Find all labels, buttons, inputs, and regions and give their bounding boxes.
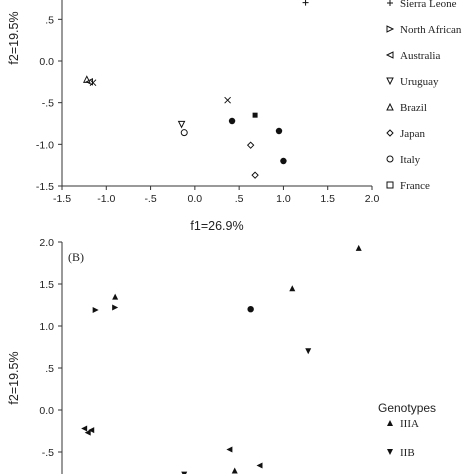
panel-a-legend-marker — [386, 102, 394, 111]
panel-a-point — [177, 120, 186, 129]
panel-a-y-tick-label: -1.0 — [36, 139, 54, 151]
panel-a-x-tick-label: -1.0 — [97, 193, 115, 205]
panel-a-legend-label: Brazil — [400, 102, 427, 114]
panel-a-legend-item: Australia — [385, 50, 440, 62]
panel-a-legend-marker — [386, 129, 394, 137]
panel-b-y-tick-label: .5 — [45, 363, 54, 375]
panel-b-y-tick-label: 1.5 — [39, 279, 54, 291]
panel-a-legend-marker — [385, 51, 394, 59]
panel-b-y-tick-label: 2.0 — [39, 237, 54, 249]
panel-b-point — [92, 307, 99, 314]
panel-a-legend-label: Uruguay — [400, 76, 439, 88]
panel-a-x-tick-label: 0.0 — [188, 193, 203, 205]
panel-a-y-tick-label: -.5 — [42, 98, 54, 110]
panel-a-legend-item: Japan — [386, 128, 426, 140]
panel-a-x-axis-title: f1=26.9% — [190, 219, 243, 233]
panel-a-legend-marker — [386, 155, 394, 163]
panel-a-points — [82, 0, 309, 179]
panel-b-point — [81, 425, 88, 432]
panel-b-legend-label: IIB — [400, 447, 415, 459]
panel-b-point — [289, 285, 296, 292]
panel-b-point — [256, 462, 263, 469]
panel-b-legend: IIIA IIB — [387, 418, 419, 459]
panel-b-point — [84, 429, 91, 436]
panel-b-points — [81, 244, 362, 474]
panel-a-y-tick-label: 0.0 — [39, 56, 54, 68]
panel-a-legend-item: France — [386, 180, 430, 192]
panel-b-point — [226, 446, 233, 453]
panel-a-point — [302, 0, 309, 6]
panel-a-legend-label: France — [400, 180, 430, 192]
panel-b-point — [355, 244, 362, 251]
panel-b-y-tick-label: -.5 — [42, 447, 54, 459]
panel-a: f2=19.5% f1=26.9% -1.5 -1.0 -.5 0.0 .5 1.0 1.5… — [7, 0, 462, 233]
panel-a-x-ticks: -1.5 -1.0 -.5 0.0 .5 1.0 1.5 2.0 — [53, 186, 379, 205]
panel-a-point — [224, 96, 231, 104]
panel-a-legend-item: Uruguay — [386, 76, 439, 88]
panel-b-legend-marker — [387, 420, 393, 426]
panel-b-legend-item: IIB — [387, 447, 415, 459]
panel-a-legend-item: North African — [386, 24, 462, 36]
panel-a-y-axis-title: f2=19.5% — [7, 11, 21, 64]
panel-a-legend-marker — [386, 25, 395, 33]
panel-b-y-tick-label: 0.0 — [39, 405, 54, 417]
panel-a-point — [275, 127, 283, 135]
panel-a-point — [252, 112, 258, 118]
panel-a-legend-item: Brazil — [386, 102, 427, 114]
panel-a-legend: Sierra Leone North African Australia Urugua… — [385, 0, 462, 192]
panel-a-x-tick-label: .5 — [235, 193, 244, 205]
panel-a-y-tick-label: .5 — [45, 14, 54, 26]
panel-a-legend-item: Sierra Leone — [387, 0, 457, 10]
panel-b-point — [181, 471, 188, 474]
panel-a-legend-marker — [386, 181, 394, 189]
panel-b-point — [231, 467, 238, 474]
panel-b-legend-title: Genotypes — [378, 401, 436, 415]
panel-a-y-ticks: -1.5 -1.0 -.5 0.0 .5 — [36, 14, 62, 193]
panel-a-legend-item: Italy — [386, 154, 421, 166]
panel-a-legend-label: Australia — [400, 50, 440, 62]
panel-b-point — [88, 427, 95, 434]
panel-a-point — [228, 117, 236, 125]
panel-a-point — [180, 129, 188, 137]
panel-a-point — [89, 79, 97, 87]
panel-b-legend-item: IIIA — [387, 418, 419, 430]
panel-a-x-tick-label: -1.5 — [53, 193, 71, 205]
panel-a-legend-label: Sierra Leone — [400, 0, 457, 10]
panel-a-point — [246, 141, 255, 149]
panel-a-legend-marker — [387, 0, 393, 6]
panel-a-legend-label: North African — [400, 24, 462, 36]
panel-a-point — [251, 171, 259, 179]
panel-b-point — [305, 348, 312, 355]
panel-b-y-tick-label: 1.0 — [39, 321, 54, 333]
panel-b-point — [112, 293, 119, 300]
panel-a-x-tick-label: -.5 — [144, 193, 156, 205]
panel-a-legend-marker — [386, 77, 394, 86]
panel-b-legend-label: IIIA — [400, 418, 419, 430]
panel-b-label: (B) — [68, 250, 84, 264]
panel-b: (B) f2=19.5% 2.0 1.5 1.0 .5 0.0 -.5 Genotypes… — [7, 237, 436, 474]
panel-a-legend-label: Japan — [400, 128, 426, 140]
panel-a-point — [280, 157, 287, 165]
panel-b-legend-marker — [387, 449, 393, 455]
panel-b-y-axis-title: f2=19.5% — [7, 351, 21, 404]
panel-a-x-tick-label: 2.0 — [365, 193, 380, 205]
panel-a-y-tick-label: -1.5 — [36, 181, 54, 193]
panel-a-x-tick-label: 1.0 — [276, 193, 291, 205]
panel-b-y-ticks: 2.0 1.5 1.0 .5 0.0 -.5 — [39, 237, 62, 459]
panel-a-x-tick-label: 1.5 — [320, 193, 335, 205]
panel-a-legend-label: Italy — [400, 154, 421, 166]
panel-b-point — [112, 304, 119, 311]
panel-b-point — [247, 306, 254, 313]
